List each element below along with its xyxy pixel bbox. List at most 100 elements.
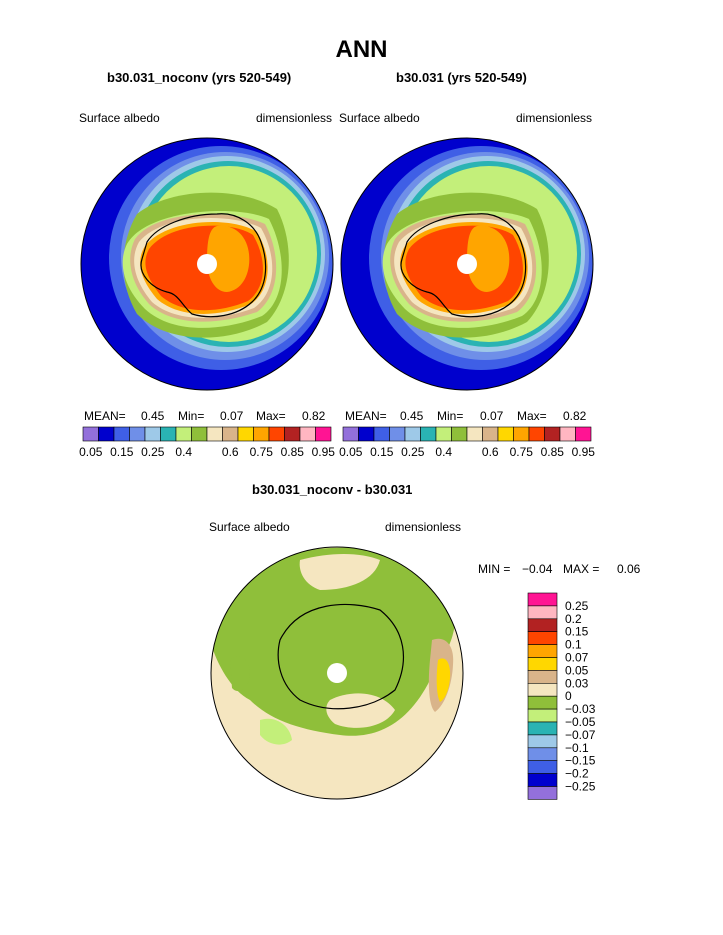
panel1-title: b30.031_noconv (yrs 520-549): [107, 70, 292, 85]
colorbar-tick-label: 0.25: [565, 599, 589, 613]
colorbar-tick-label: 0.85: [281, 445, 305, 459]
colorbar-tick-label: 0.15: [370, 445, 394, 459]
colorbar-swatch: [527, 708, 558, 723]
colorbar-swatch: [527, 657, 558, 671]
colorbar-swatch: [575, 426, 592, 442]
colorbar-tick-label: −0.1: [565, 741, 589, 755]
panel2-max-value: 0.82: [563, 409, 587, 423]
panel3-variable-label: Surface albedo: [209, 520, 290, 534]
colorbar-swatch: [497, 426, 514, 442]
panel1-max-value: 0.82: [302, 409, 326, 423]
colorbar-swatch: [342, 426, 359, 442]
colorbar-swatch: [451, 426, 468, 442]
colorbar-tick-label: 0.2: [565, 612, 582, 626]
panel1-variable-label: Surface albedo: [79, 111, 160, 125]
colorbar-tick-label: 0.05: [339, 445, 363, 459]
colorbar-swatch: [358, 426, 375, 442]
colorbar-swatch: [191, 426, 208, 442]
colorbar-swatch: [315, 426, 332, 442]
colorbar-swatch: [527, 747, 558, 761]
colorbar-swatch: [513, 426, 530, 442]
colorbar-swatch: [528, 426, 545, 442]
colorbar-swatch: [299, 426, 316, 442]
colorbar-swatch: [98, 426, 115, 442]
panel3-max-value: 0.06: [617, 562, 641, 576]
colorbar-swatch: [435, 426, 452, 442]
colorbar-tick-label: 0.07: [565, 651, 589, 665]
colorbar-swatch: [527, 695, 558, 710]
colorbar-tick-label: 0.05: [565, 663, 589, 677]
colorbar-tick-label: 0.6: [482, 445, 499, 459]
colorbar-swatch: [268, 426, 285, 442]
colorbar-tick-label: 0.05: [79, 445, 103, 459]
colorbar-swatch: [527, 605, 558, 620]
colorbar-tick-label: 0.95: [312, 445, 336, 459]
colorbar-swatch: [284, 426, 301, 442]
panel2-max-label: Max=: [517, 409, 547, 423]
panel3-max-label: MAX =: [563, 562, 600, 576]
colorbar-swatch: [113, 426, 130, 442]
colorbar-tick-label: −0.03: [565, 702, 596, 716]
colorbar-tick-label: 0.03: [565, 676, 589, 690]
panel2-variable-label: Surface albedo: [339, 111, 420, 125]
panel1-min-label: Min=: [178, 409, 205, 423]
colorbar-tick-label: 0.15: [565, 625, 589, 639]
colorbar-tick-label: 0.1: [565, 638, 582, 652]
panel2-mean-value: 0.45: [400, 409, 424, 423]
panel3-units-label: dimensionless: [385, 520, 462, 534]
panel2-colorbar: 0.05 0.15 0.25 0.4 0.6 0.75 0.85 0.95: [339, 426, 596, 459]
panel2-min-label: Min=: [437, 409, 464, 423]
colorbar-swatch: [527, 734, 558, 749]
colorbar-swatch: [373, 426, 390, 442]
colorbar-tick-label: −0.15: [565, 754, 596, 768]
colorbar-swatch: [527, 721, 558, 736]
colorbar-tick-label: 0.75: [510, 445, 534, 459]
panel2-map-border: [340, 137, 594, 391]
figure-title: ANN: [335, 36, 388, 63]
colorbar-swatch: [527, 631, 558, 645]
colorbar-tick-label: −0.07: [565, 728, 596, 742]
colorbar-swatch: [527, 760, 558, 774]
panel1-map: [81, 138, 333, 390]
colorbar-tick-label: −0.05: [565, 715, 596, 729]
panel3-min-label: MIN =: [478, 562, 511, 576]
panel2-map: [341, 138, 593, 390]
colorbar-swatch: [82, 426, 99, 442]
panel2-mean-label: MEAN=: [345, 409, 387, 423]
panel1-mean-label: MEAN=: [84, 409, 126, 423]
colorbar-tick-label: −0.25: [565, 780, 596, 794]
panel1-min-value: 0.07: [220, 409, 244, 423]
panel3-map-border: [210, 546, 464, 800]
panel2-units-label: dimensionless: [516, 111, 593, 125]
colorbar-swatch: [222, 426, 239, 442]
colorbar-swatch: [527, 773, 558, 787]
panel2-min-value: 0.07: [480, 409, 504, 423]
colorbar-tick-label: 0.25: [141, 445, 165, 459]
panel3-map: [211, 547, 463, 799]
panel1-mean-value: 0.45: [141, 409, 165, 423]
colorbar-tick-label: 0: [565, 689, 572, 703]
panel1-units-label: dimensionless: [256, 111, 333, 125]
panel3-title: b30.031_noconv - b30.031: [252, 482, 413, 497]
colorbar-tick-label: 0.85: [541, 445, 565, 459]
colorbar-tick-label: 0.95: [572, 445, 596, 459]
colorbar-swatch: [420, 426, 437, 442]
colorbar-swatch: [527, 682, 558, 697]
panel2-title: b30.031 (yrs 520-549): [396, 70, 527, 85]
colorbar-tick-label: 0.75: [250, 445, 274, 459]
colorbar-swatch: [559, 426, 576, 442]
colorbar-swatch: [175, 426, 192, 442]
colorbar-swatch: [404, 426, 421, 442]
colorbar-swatch: [129, 426, 146, 442]
colorbar-swatch: [544, 426, 561, 442]
colorbar-tick-label: 0.4: [175, 445, 192, 459]
colorbar-tick-label: −0.2: [565, 767, 589, 781]
colorbar-tick-label: 0.25: [401, 445, 425, 459]
colorbar-swatch: [160, 426, 177, 442]
colorbar-swatch: [144, 426, 161, 442]
colorbar-tick-label: 0.6: [222, 445, 239, 459]
colorbar-swatch: [237, 426, 254, 442]
colorbar-swatch: [527, 670, 558, 684]
colorbar-swatch: [389, 426, 406, 442]
